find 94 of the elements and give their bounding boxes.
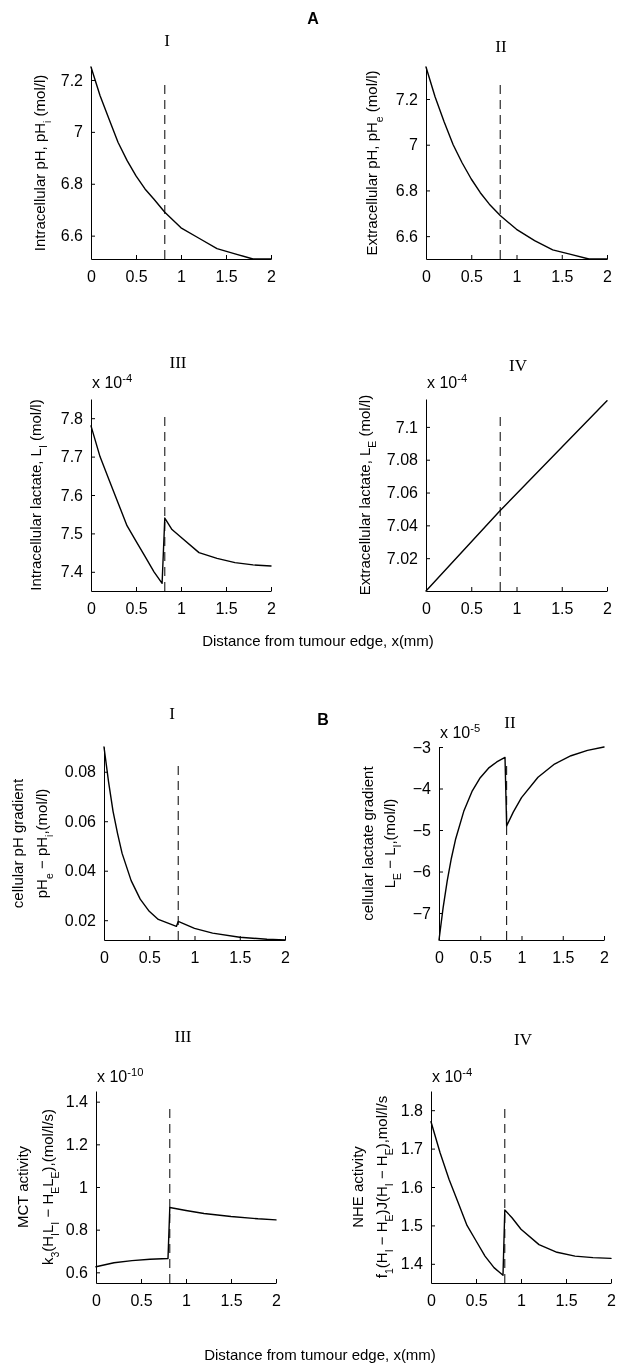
x-tick-label: 1 — [517, 1292, 527, 1310]
x-tick-label: 0 — [92, 1292, 102, 1310]
x-tick-label: 2 — [600, 949, 610, 967]
y-tick-label: 6.6 — [395, 227, 419, 245]
y-tick-label: 6.8 — [60, 175, 84, 193]
y-tick-label: 7.7 — [60, 448, 84, 466]
x-tick-label: 0 — [87, 268, 97, 286]
x-tick-label: 2 — [272, 1292, 282, 1310]
chart-title: IV — [514, 1030, 533, 1049]
text: x 10$^{-4}$ — [427, 372, 468, 391]
chart-title: II — [495, 37, 507, 56]
y-tick-label: 7.4 — [60, 563, 84, 581]
y-tick-label: 1.5 — [400, 1217, 424, 1235]
y-tick-label: 1.8 — [400, 1101, 424, 1119]
x-tick-label: 1 — [512, 268, 522, 286]
y-tick-label: 0.02 — [64, 911, 97, 929]
x-tick-label: 1.5 — [551, 600, 574, 618]
x-tick-label: 1.5 — [555, 1292, 578, 1310]
x-tick-label: 0 — [422, 268, 432, 286]
x-tick-label: 0 — [100, 949, 110, 967]
text: x 10$^{-4}$ — [92, 372, 133, 391]
x-tick-label: 0 — [435, 949, 445, 967]
x-tick-label: 1.5 — [215, 268, 238, 286]
x-tick-label: 1.5 — [552, 949, 575, 967]
y-tick-label: −6 — [412, 863, 432, 881]
x-tick-label: 2 — [281, 949, 291, 967]
x-tick-label: 0.5 — [125, 600, 148, 618]
x-tick-label: 0.5 — [130, 1292, 153, 1310]
x-tick-label: 1.5 — [215, 600, 238, 618]
x-tick-label: 0 — [422, 600, 432, 618]
y-tick-label: 7.8 — [60, 409, 84, 427]
x-tick-label: 1 — [182, 1292, 192, 1310]
x-tick-label: 1 — [512, 600, 522, 618]
text: A — [307, 10, 320, 27]
x-tick-label: 1.5 — [229, 949, 252, 967]
x-tick-label: 0 — [427, 1292, 437, 1310]
x-axis-title: Distance from tumour edge, x(mm) — [204, 1346, 436, 1363]
x-tick-label: 0.5 — [465, 1292, 488, 1310]
x-tick-label: 2 — [267, 600, 277, 618]
y-tick-label: 1.7 — [400, 1140, 424, 1158]
chart-title: IV — [509, 356, 528, 375]
x-tick-label: 2 — [267, 268, 277, 286]
x-tick-label: 1 — [190, 949, 200, 967]
y-tick-label: 7.08 — [386, 451, 419, 469]
y-tick-label: 7.2 — [395, 90, 419, 108]
x-tick-label: 2 — [603, 268, 613, 286]
x-tick-label: 0.5 — [460, 600, 483, 618]
text: x 10$^{-5}$ — [440, 722, 481, 741]
x-tick-label: 1.5 — [220, 1292, 243, 1310]
y-tick-label: 1.4 — [400, 1255, 424, 1273]
x-tick-label: 1 — [517, 949, 527, 967]
chart-title: I — [169, 704, 176, 723]
y-tick-label: 0.04 — [64, 862, 97, 880]
y-tick-label: 6.8 — [395, 182, 419, 200]
y-tick-label: 6.6 — [60, 227, 84, 245]
x-tick-label: 1 — [177, 268, 187, 286]
x-tick-label: 0.5 — [460, 268, 483, 286]
text: x 10$^{-4}$ — [432, 1066, 473, 1085]
y-tick-label: 7.1 — [395, 418, 419, 436]
y-tick-label: 1.2 — [65, 1135, 89, 1153]
x-tick-label: 0.5 — [138, 949, 161, 967]
y-tick-label: 7.5 — [60, 525, 84, 543]
chart-title: II — [504, 713, 516, 732]
y-tick-label: 7 — [74, 123, 84, 141]
y-tick-label: 0.8 — [65, 1221, 89, 1239]
chart-title: III — [174, 1027, 192, 1046]
chart-title: I — [164, 31, 171, 50]
x-axis-title: Distance from tumour edge, x(mm) — [202, 632, 434, 649]
y-tick-label: −7 — [412, 904, 432, 922]
y-tick-label: 1.4 — [65, 1093, 89, 1111]
chart-title: III — [169, 353, 187, 372]
y-tick-label: 7 — [409, 136, 419, 154]
text: x 10$^{-10}$ — [97, 1066, 144, 1085]
y-tick-label: 7.2 — [60, 71, 84, 89]
y-tick-label: 0.08 — [64, 763, 97, 781]
x-tick-label: 1 — [177, 600, 187, 618]
x-tick-label: 0.5 — [469, 949, 492, 967]
y-tick-label: 7.04 — [386, 516, 419, 534]
y-tick-label: 7.06 — [386, 484, 419, 502]
y-tick-label: 1 — [79, 1178, 89, 1196]
text: B — [317, 711, 329, 728]
y-tick-label: 7.02 — [386, 549, 419, 567]
x-tick-label: 0 — [87, 600, 97, 618]
y-tick-label: −5 — [412, 821, 432, 839]
x-tick-label: 0.5 — [125, 268, 148, 286]
x-tick-label: 2 — [603, 600, 613, 618]
y-tick-label: −3 — [412, 738, 432, 756]
y-tick-label: −4 — [412, 780, 432, 798]
y-tick-label: 1.6 — [400, 1178, 424, 1196]
y-tick-label: 0.6 — [65, 1263, 89, 1281]
x-tick-label: 1.5 — [551, 268, 574, 286]
y-tick-label: 7.6 — [60, 486, 84, 504]
y-tick-label: 0.06 — [64, 812, 97, 830]
x-tick-label: 2 — [607, 1292, 617, 1310]
